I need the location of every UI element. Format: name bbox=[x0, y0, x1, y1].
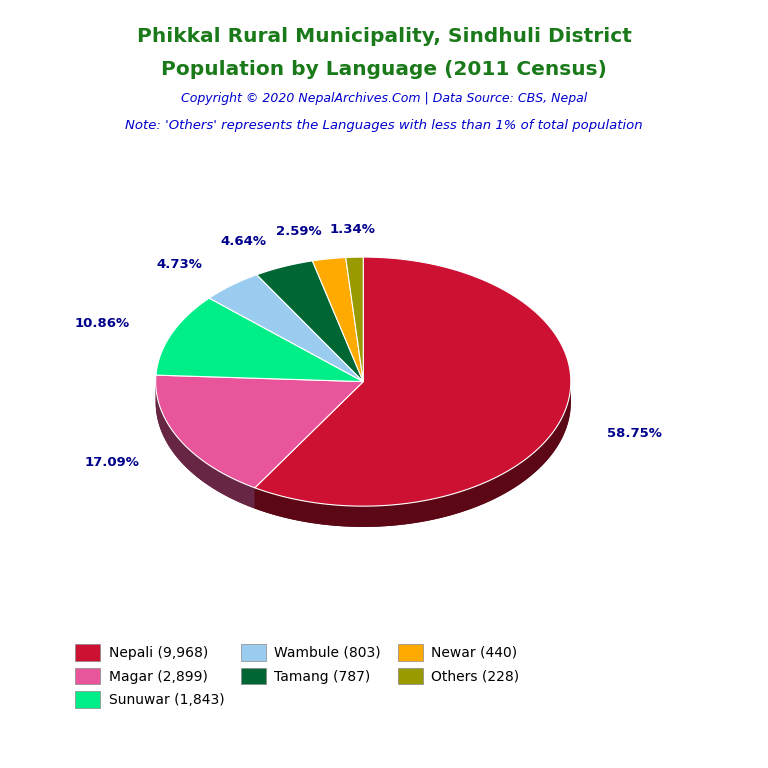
Polygon shape bbox=[156, 382, 255, 508]
Text: 4.64%: 4.64% bbox=[220, 235, 266, 248]
Polygon shape bbox=[156, 375, 363, 488]
Text: Note: 'Others' represents the Languages with less than 1% of total population: Note: 'Others' represents the Languages … bbox=[125, 119, 643, 132]
Text: 17.09%: 17.09% bbox=[84, 456, 139, 469]
Text: 2.59%: 2.59% bbox=[276, 225, 322, 238]
Polygon shape bbox=[257, 261, 363, 382]
Text: Copyright © 2020 NepalArchives.Com | Data Source: CBS, Nepal: Copyright © 2020 NepalArchives.Com | Dat… bbox=[181, 92, 587, 105]
Polygon shape bbox=[255, 402, 363, 508]
Polygon shape bbox=[313, 257, 363, 382]
Text: 4.73%: 4.73% bbox=[157, 258, 203, 270]
Legend: Nepali (9,968), Magar (2,899), Sunuwar (1,843), Wambule (803), Tamang (787), New: Nepali (9,968), Magar (2,899), Sunuwar (… bbox=[68, 637, 526, 715]
Polygon shape bbox=[209, 275, 363, 382]
Text: Population by Language (2011 Census): Population by Language (2011 Census) bbox=[161, 60, 607, 79]
Polygon shape bbox=[255, 257, 571, 506]
Text: Phikkal Rural Municipality, Sindhuli District: Phikkal Rural Municipality, Sindhuli Dis… bbox=[137, 27, 631, 46]
Polygon shape bbox=[156, 382, 571, 527]
Polygon shape bbox=[346, 257, 363, 382]
Text: 1.34%: 1.34% bbox=[329, 223, 376, 237]
Text: 10.86%: 10.86% bbox=[74, 317, 129, 330]
Polygon shape bbox=[255, 382, 571, 527]
Polygon shape bbox=[255, 402, 363, 508]
Polygon shape bbox=[156, 298, 363, 382]
Text: 58.75%: 58.75% bbox=[607, 427, 662, 440]
